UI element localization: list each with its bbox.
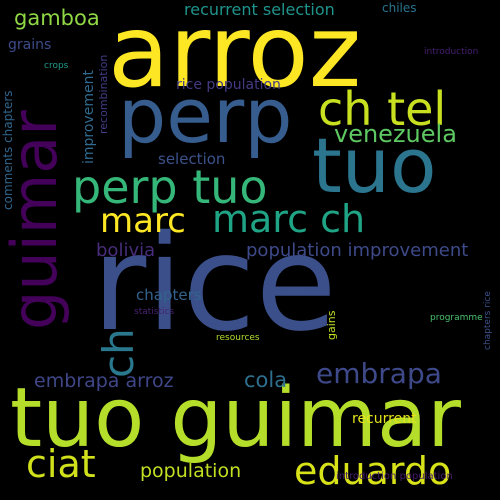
- word-introduction: introduction: [424, 47, 479, 57]
- word-crops: crops: [44, 61, 69, 71]
- word-embrapa-arroz: embrapa arroz: [34, 370, 174, 392]
- word-perp-tuo: perp tuo: [72, 160, 268, 214]
- word-tuo: tuo: [312, 121, 437, 210]
- word-rice: rice: [92, 207, 337, 361]
- word-statistics: statistics: [134, 307, 175, 317]
- word-programme: programme: [430, 313, 483, 323]
- word-eduardo: eduardo: [294, 449, 452, 493]
- word-population: population: [140, 460, 242, 482]
- word-gains: gains: [325, 310, 338, 340]
- word-perp: perp: [118, 71, 293, 160]
- word-recombination: recombination: [97, 54, 110, 134]
- word-arroz: arroz: [108, 0, 362, 110]
- word-marc-ch: marc ch: [212, 197, 366, 241]
- word-ch-tel: ch tel: [318, 82, 447, 136]
- word-chapters: chapters: [136, 286, 202, 304]
- word-tuo-guimar: tuo guimar: [10, 371, 461, 466]
- word-resources: resources: [216, 333, 260, 343]
- word-improvement: improvement: [81, 70, 97, 164]
- word-bolivia: bolivia: [96, 240, 156, 261]
- word-introduction-population: introduction population: [336, 471, 453, 482]
- word-venezuela: venezuela: [334, 120, 457, 148]
- word-population-improvement: population improvement: [246, 240, 469, 261]
- word-recurrent-selection: recurrent selection: [184, 0, 335, 19]
- word-selection: selection: [158, 150, 226, 168]
- word-cola: cola: [244, 368, 288, 392]
- word-comments-chapters: comments chapters: [1, 90, 15, 210]
- word-marc: marc: [100, 201, 186, 241]
- word-grains: grains: [8, 37, 52, 53]
- word-chapters-rice: chapters rice: [483, 291, 493, 350]
- word-rice-population: rice population: [176, 77, 281, 93]
- word-embrapa: embrapa: [316, 357, 442, 390]
- word-recurrent: recurrent: [352, 411, 417, 427]
- word-gamboa: gamboa: [14, 6, 100, 30]
- word-markers: markers: [282, 287, 315, 296]
- word-ciat: ciat: [26, 442, 96, 486]
- word-chiles: chiles: [382, 1, 417, 15]
